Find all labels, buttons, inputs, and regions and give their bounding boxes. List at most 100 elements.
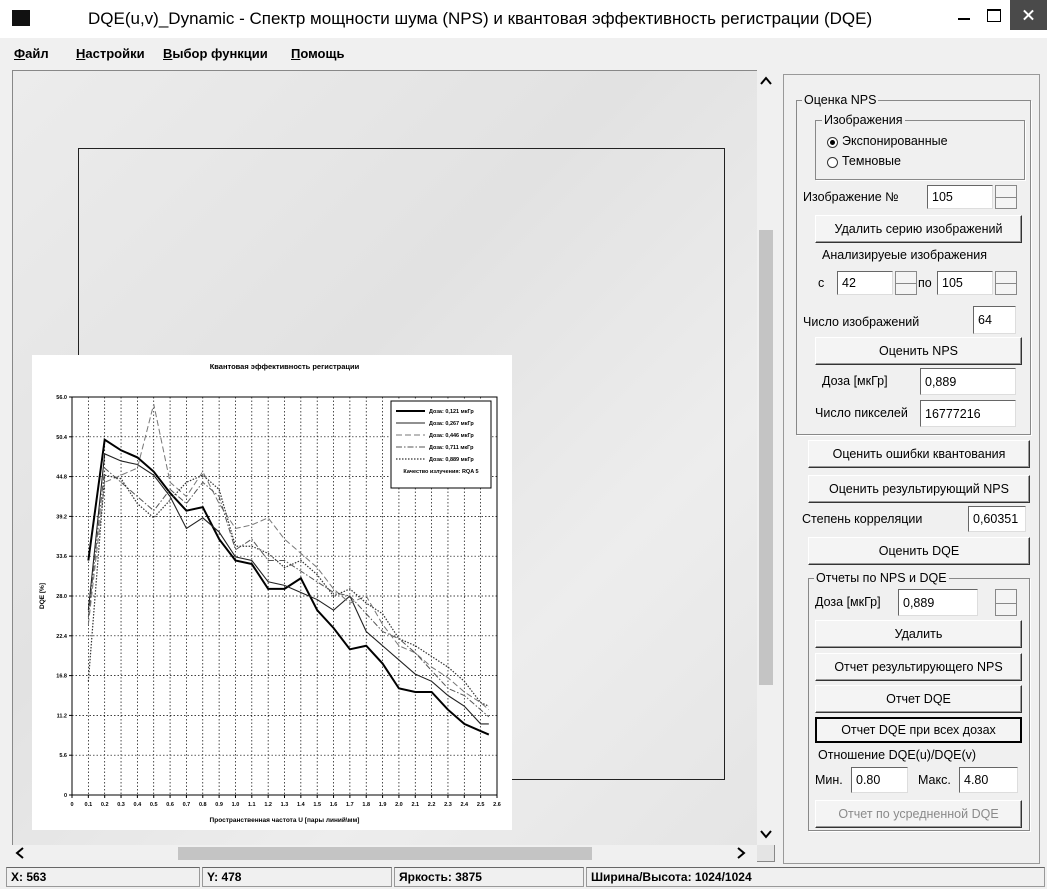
status-field: Яркость: 3875 — [394, 867, 584, 887]
chart: Квантовая эффективность регистрации Прост… — [32, 355, 512, 830]
legend-label: Доза: 0,121 мкГр — [429, 409, 474, 415]
y-tick-label: 5.6 — [59, 753, 67, 759]
input[interactable]: 105 — [927, 185, 993, 209]
label: Число пикселей — [815, 406, 908, 420]
x-tick-label: 1.3 — [281, 802, 289, 808]
y-axis-label: DQE [%] — [39, 583, 46, 609]
close-button[interactable] — [1010, 0, 1047, 30]
legend-label: Доза: 0,711 мкГр — [429, 445, 474, 451]
minimize-button[interactable] — [958, 18, 970, 20]
x-tick-label: 0.9 — [215, 802, 223, 808]
y-tick-label: 22.4 — [56, 634, 68, 640]
input[interactable]: 42 — [837, 271, 893, 295]
group-title: Изображения — [822, 113, 905, 127]
radio-label[interactable]: Экспонированные — [842, 134, 948, 148]
x-tick-label: 0.3 — [117, 802, 125, 808]
menu-item[interactable]: Настройки — [76, 46, 145, 61]
label: Степень корреляции — [802, 512, 922, 526]
x-tick-label: 2.6 — [493, 802, 501, 808]
input[interactable]: 4.80 — [959, 767, 1018, 793]
status-field: Ширина/Высота: 1024/1024 — [586, 867, 1045, 887]
button[interactable]: Отчет результирующего NPS — [815, 653, 1022, 681]
series-line — [88, 475, 488, 706]
status-field: X: 563 — [6, 867, 200, 887]
button[interactable]: Удалить серию изображений — [815, 215, 1022, 243]
y-tick-label: 11.2 — [57, 713, 67, 719]
legend-label: Доза: 0,267 мкГр — [429, 421, 474, 427]
y-tick-label: 44.8 — [56, 475, 67, 481]
button[interactable]: Отчет DQE при всех дозах — [815, 717, 1022, 743]
menu-item[interactable]: Помощь — [291, 46, 344, 61]
menu-item[interactable]: Выбор функции — [163, 46, 268, 61]
legend-note: Качество излучения: RQA 5 — [403, 469, 478, 475]
label: Анализируеые изображения — [822, 248, 987, 262]
button[interactable]: Отчет DQE — [815, 685, 1022, 713]
label: по — [918, 276, 932, 290]
label: Мин. — [815, 773, 843, 787]
images-group — [815, 120, 1025, 180]
y-tick-label: 28.0 — [56, 594, 67, 600]
y-tick-label: 0 — [64, 793, 67, 799]
spinner[interactable] — [995, 589, 1017, 616]
input[interactable]: 0,889 — [920, 368, 1016, 395]
spinner[interactable] — [995, 185, 1017, 209]
x-tick-label: 1.4 — [297, 802, 306, 808]
x-tick-label: 1.1 — [248, 802, 256, 808]
menu-item[interactable]: Файл — [14, 46, 49, 61]
label: Макс. — [918, 773, 951, 787]
x-tick-label: 2.5 — [477, 802, 485, 808]
series-line — [88, 454, 488, 724]
x-tick-label: 2.1 — [411, 802, 419, 808]
x-tick-label: 0.5 — [150, 802, 158, 808]
x-tick-label: 2.4 — [460, 802, 469, 808]
status-field: Y: 478 — [202, 867, 392, 887]
button[interactable]: Отчет по усредненной DQE — [815, 800, 1022, 828]
x-tick-label: 1.0 — [232, 802, 240, 808]
x-tick-label: 1.5 — [313, 802, 321, 808]
label: с — [818, 276, 824, 290]
maximize-button[interactable] — [987, 9, 1001, 22]
y-tick-label: 39.2 — [56, 514, 67, 520]
button[interactable]: Оценить NPS — [815, 337, 1022, 365]
x-tick-label: 1.6 — [330, 802, 338, 808]
radio-button[interactable] — [827, 137, 838, 148]
label: Отношение DQE(u)/DQE(v) — [818, 748, 976, 762]
radio-dot — [830, 140, 835, 145]
label: Доза [мкГр] — [822, 374, 888, 388]
x-tick-label: 0.6 — [166, 802, 174, 808]
x-tick-label: 1.7 — [346, 802, 354, 808]
x-tick-label: 2.2 — [428, 802, 436, 808]
spinner[interactable] — [895, 271, 917, 295]
x-axis-label: Пространственная частота U [пары линий\м… — [210, 816, 360, 824]
scroll-thumb[interactable] — [178, 847, 592, 860]
radio-button[interactable] — [827, 157, 838, 168]
x-tick-label: 2.0 — [395, 802, 403, 808]
input[interactable]: 0,60351 — [968, 506, 1026, 532]
legend-label: Доза: 0,889 мкГр — [429, 457, 474, 463]
x-tick-label: 1.2 — [264, 802, 272, 808]
input[interactable]: 105 — [937, 271, 993, 295]
label: Изображение № — [803, 190, 899, 204]
group-title: Оценка NPS — [802, 93, 878, 107]
spinner[interactable] — [995, 271, 1017, 295]
chart-title: Квантовая эффективность регистрации — [210, 362, 360, 371]
input[interactable]: 0,889 — [898, 589, 978, 616]
y-tick-label: 50.4 — [56, 435, 68, 441]
y-tick-label: 33.6 — [56, 554, 67, 560]
app-icon — [12, 10, 30, 26]
x-tick-label: 0.1 — [85, 802, 93, 808]
x-tick-label: 1.8 — [362, 802, 370, 808]
scroll-thumb[interactable] — [759, 230, 773, 685]
x-tick-label: 1.9 — [379, 802, 387, 808]
input[interactable]: 64 — [973, 306, 1016, 334]
label: Доза [мкГр] — [815, 595, 881, 609]
input[interactable]: 0.80 — [851, 767, 908, 793]
button[interactable]: Удалить — [815, 620, 1022, 648]
button[interactable]: Оценить ошибки квантования — [808, 440, 1030, 468]
x-tick-label: 0.8 — [199, 802, 207, 808]
legend-label: Доза: 0,446 мкГр — [429, 433, 474, 439]
input[interactable]: 16777216 — [920, 400, 1016, 427]
button[interactable]: Оценить DQE — [808, 537, 1030, 565]
radio-label[interactable]: Темновые — [842, 154, 901, 168]
button[interactable]: Оценить результирующий NPS — [808, 475, 1030, 503]
